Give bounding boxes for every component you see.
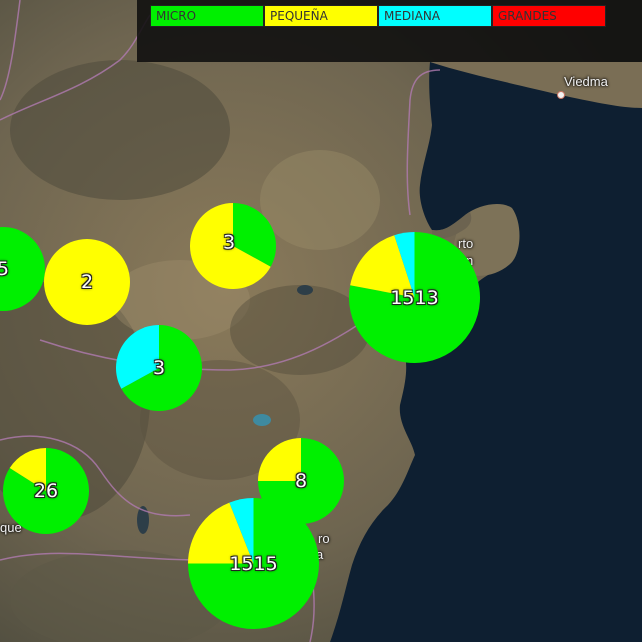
cluster-marker-west-edge[interactable]: 5 [0,227,45,311]
rawson-label: ro [318,531,330,546]
cluster-marker-north-3[interactable]: 3 [190,203,276,289]
legend-item-pequena: PEQUEÑA [264,5,378,27]
cluster-pie [258,438,344,524]
cluster-marker-yellow-2[interactable]: 2 [44,239,130,325]
cluster-pie [349,232,480,363]
cluster-pie [2,448,89,534]
puerto-label: rto [458,236,474,251]
pie-slice-mediana [116,325,159,389]
pie-slice-micro [233,203,276,267]
pie-slice-pequena [258,438,301,481]
pie-slice-micro [2,448,89,534]
viedma-marker [557,91,565,99]
legend-panel: MICRO PEQUEÑA MEDIANA GRANDES [137,0,642,62]
cluster-pie [188,498,319,629]
rawson-label-2: a [316,547,324,562]
cluster-marker-center-3[interactable]: 3 [116,325,202,411]
legend-item-mediana: MEDIANA [378,5,492,27]
legend-item-micro: MICRO [150,5,264,27]
pie-slice-micro [0,227,45,311]
cluster-marker-coast-1513[interactable]: 1513 [349,232,480,363]
puerto-label-2: n [466,253,474,268]
cluster-pie [116,325,202,411]
pie-slice-micro [121,325,202,411]
pie-slice-pequena [190,203,271,289]
legend-item-grandes: GRANDES [492,5,606,27]
pie-slice-pequena [350,235,415,298]
pie-slice-pequena [188,502,254,564]
viedma-label: Viedma [564,74,608,89]
pie-slice-pequena [44,239,130,325]
pie-slice-mediana [394,232,415,298]
cluster-pie [190,203,276,289]
cluster-pie [0,227,45,311]
esquel-label: que [0,520,22,535]
legend-row: MICRO PEQUEÑA MEDIANA GRANDES [150,5,606,27]
cluster-marker-south-26[interactable]: 26 [2,448,89,534]
cluster-pie [44,239,130,325]
pie-slice-pequena [9,448,46,491]
cluster-marker-coast-1515[interactable]: 1515 [188,498,319,629]
pie-slice-mediana [229,498,254,564]
